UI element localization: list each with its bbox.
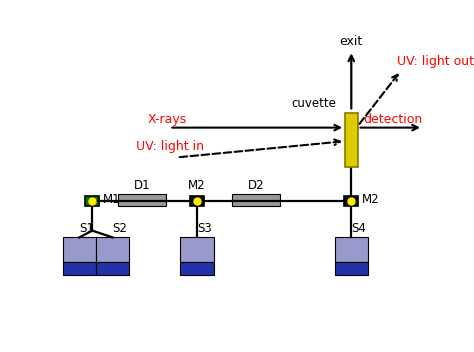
Bar (344, 196, 358, 206)
Bar (345, 113, 357, 167)
Text: S3: S3 (197, 222, 212, 235)
Text: S4: S4 (351, 222, 366, 235)
Bar (96, 262, 129, 275)
Bar (181, 262, 213, 275)
Bar (63, 237, 96, 262)
Bar (118, 194, 166, 206)
Bar (335, 237, 368, 262)
Bar (232, 194, 280, 206)
Bar (85, 196, 99, 206)
Text: S1: S1 (80, 222, 94, 235)
Text: D2: D2 (247, 178, 264, 191)
Bar (335, 262, 368, 275)
Text: UV: light out: UV: light out (397, 55, 474, 68)
Text: UV: light in: UV: light in (137, 140, 204, 153)
Bar (181, 237, 213, 262)
Text: D1: D1 (134, 178, 150, 191)
Bar (96, 237, 129, 262)
Text: detection: detection (363, 113, 422, 126)
Text: X-rays: X-rays (147, 113, 187, 126)
Bar (190, 196, 204, 206)
Bar (63, 262, 96, 275)
Text: exit: exit (340, 34, 363, 48)
Text: S2: S2 (112, 222, 128, 235)
Text: M2: M2 (362, 193, 380, 206)
Text: M1: M1 (103, 193, 120, 206)
Text: cuvette: cuvette (291, 97, 336, 110)
Text: M2: M2 (188, 178, 206, 191)
